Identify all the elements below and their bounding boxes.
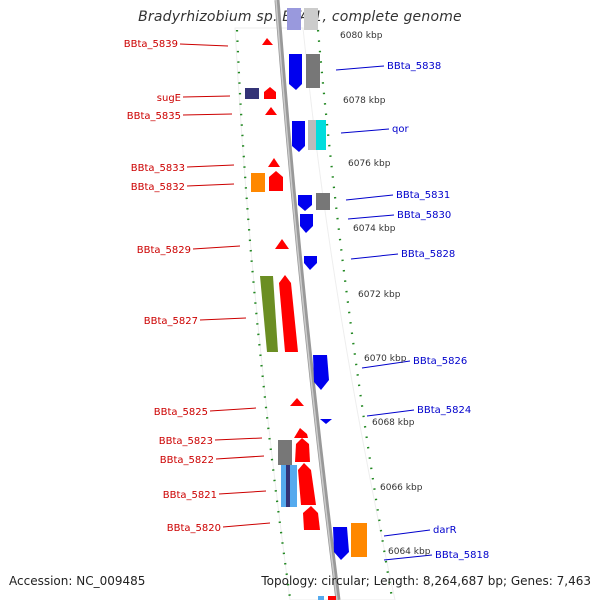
scale-label: 6066 kbp — [380, 483, 423, 493]
forward-strand-genes — [245, 38, 336, 600]
gene-darR — [351, 523, 367, 557]
left-leader-lines — [179, 43, 271, 528]
gene-sugE — [264, 87, 276, 99]
scale-label: 6078 kbp — [343, 96, 386, 106]
genome-info-text: Topology: circular; Length: 8,264,687 bp… — [261, 574, 591, 588]
scale-label: 6068 kbp — [372, 418, 415, 428]
gene-label[interactable]: sugE — [157, 93, 181, 104]
gene-bbta-5827-green — [260, 276, 278, 352]
gene-bbta-5824 — [320, 419, 332, 424]
right-gene-labels: BBta_5838 qor BBta_5831 BBta_5830 BBta_5… — [387, 61, 489, 561]
gene-bbta-5833 — [268, 158, 280, 167]
gene-bbta-5823 — [294, 428, 308, 438]
gene-label[interactable]: BBta_5822 — [160, 455, 214, 466]
scale-label: 6064 kbp — [388, 547, 431, 557]
gene-label[interactable]: BBta_5835 — [127, 111, 181, 122]
gene-label[interactable]: darR — [433, 525, 457, 536]
gene-grey — [304, 8, 318, 30]
gene-bbta-5826 — [313, 355, 329, 390]
gene-label[interactable]: BBta_5818 — [435, 550, 489, 561]
gene-bbta-5827 — [279, 275, 298, 352]
gene-bbta-5838 — [289, 54, 302, 90]
gene-label[interactable]: BBta_5827 — [144, 316, 198, 327]
gene-label[interactable]: BBta_5826 — [413, 356, 467, 367]
gene-orange — [251, 173, 265, 192]
gene-label[interactable]: BBta_5830 — [397, 210, 451, 221]
scale-labels: 6080 kbp 6078 kbp 6076 kbp 6074 kbp 6072… — [340, 31, 431, 557]
gene-label[interactable]: BBta_5824 — [417, 405, 471, 416]
gene-label[interactable]: BBta_5839 — [124, 39, 178, 50]
scale-label: 6070 kbp — [364, 354, 407, 364]
gene-grey — [308, 120, 316, 150]
genome-backbone — [274, 0, 341, 600]
gene-bbta-5825 — [290, 398, 304, 406]
gene-label[interactable]: qor — [392, 124, 409, 135]
accession-text: Accession: NC_009485 — [9, 574, 146, 588]
gene-grey — [306, 54, 320, 88]
gene-cyan — [316, 120, 326, 150]
gene-bbta-5831 — [298, 195, 312, 211]
gene-grey — [316, 193, 330, 210]
gene-bbta-5821 — [298, 463, 316, 505]
gene-reverse — [287, 8, 301, 30]
gene-sugE-neighbor — [245, 88, 259, 99]
gene-bbta-5829 — [275, 239, 289, 249]
gene-bbta-5820 — [303, 506, 320, 530]
gene-bbta-5818 — [333, 527, 349, 560]
gene-label[interactable]: BBta_5820 — [167, 523, 221, 534]
reverse-strand-genes — [289, 54, 367, 560]
right-leader-lines — [335, 65, 433, 561]
gene-label[interactable]: BBta_5825 — [154, 407, 208, 418]
gene-bbta-5828 — [304, 256, 317, 270]
gene-bbta-5822 — [295, 438, 310, 462]
gene-label[interactable]: BBta_5831 — [396, 190, 450, 201]
gene-label[interactable]: BBta_5829 — [137, 245, 191, 256]
gene-grey — [278, 440, 292, 465]
scale-label: 6076 kbp — [348, 159, 391, 169]
left-gene-labels: BBta_5839 sugE BBta_5835 BBta_5833 BBta_… — [124, 39, 221, 534]
scale-label: 6074 kbp — [353, 224, 396, 234]
gene-label[interactable]: BBta_5833 — [131, 163, 185, 174]
gene-qor — [292, 121, 305, 152]
gene-bbta-5832 — [269, 171, 283, 191]
scale-label: 6080 kbp — [340, 31, 383, 41]
gene-bbta-5835 — [265, 107, 277, 115]
scale-label: 6072 kbp — [358, 290, 401, 300]
gene-bbta-5830 — [300, 214, 313, 233]
gene-label[interactable]: BBta_5838 — [387, 61, 441, 72]
gene-label[interactable]: BBta_5821 — [163, 490, 217, 501]
gene-label[interactable]: BBta_5828 — [401, 249, 455, 260]
gene-bbta-5839 — [262, 38, 273, 45]
gene-label[interactable]: BBta_5823 — [159, 436, 213, 447]
gene-label[interactable]: BBta_5832 — [131, 182, 185, 193]
